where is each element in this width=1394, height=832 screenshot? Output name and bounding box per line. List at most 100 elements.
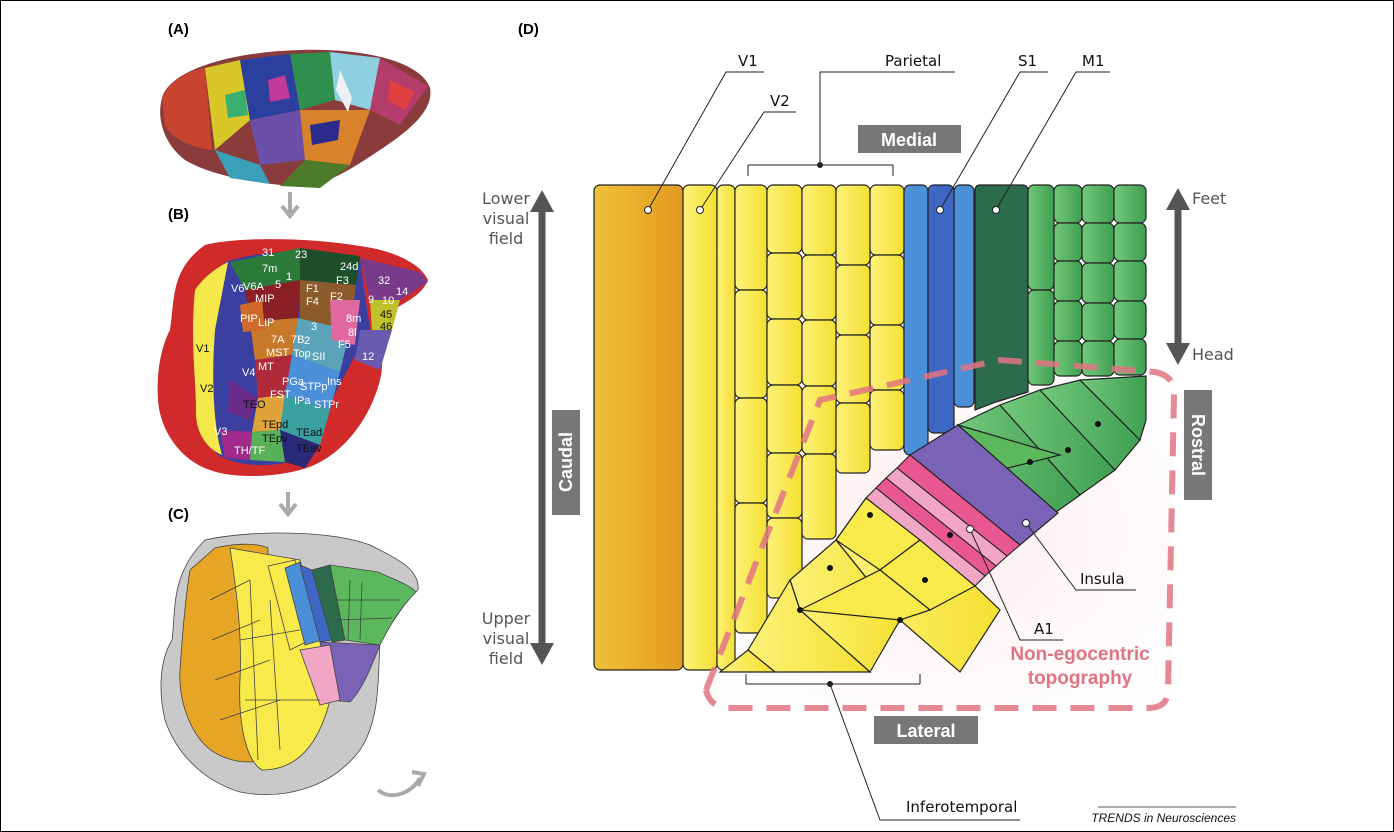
area-label: V6 bbox=[231, 283, 244, 295]
area-label: TEO bbox=[243, 399, 266, 411]
area-label: LIP bbox=[258, 317, 275, 329]
a1-stripes bbox=[865, 454, 1021, 587]
visual-field-arrow-down bbox=[530, 643, 554, 665]
area-label: 46 bbox=[380, 321, 392, 333]
inferotemporal-nodes bbox=[797, 421, 1101, 623]
area-label: 32 bbox=[378, 275, 390, 287]
callout-dots bbox=[644, 206, 1030, 533]
area-label: F2 bbox=[330, 291, 343, 303]
body-arrow-up bbox=[1166, 188, 1190, 210]
tag-lateral: Lateral bbox=[896, 721, 955, 741]
area-label: 2 bbox=[304, 335, 310, 347]
area-label: TEav bbox=[296, 443, 322, 455]
tag-lateral-bg bbox=[874, 716, 978, 744]
area-label: IPa bbox=[294, 395, 311, 407]
area-label: STPr bbox=[314, 399, 339, 411]
area-label: F1 bbox=[306, 283, 319, 295]
area-label: F5 bbox=[338, 339, 351, 351]
upper-visual-line1: Upper bbox=[482, 609, 531, 628]
area-label: 45 bbox=[380, 309, 392, 321]
label-insula: Insula bbox=[1080, 570, 1125, 588]
tag-rostral-bg bbox=[1184, 390, 1212, 500]
area-label: 23 bbox=[295, 249, 307, 261]
tag-rostral: Rostral bbox=[1188, 414, 1208, 476]
v1-strip bbox=[593, 184, 684, 671]
label-s1: S1 bbox=[1018, 52, 1037, 70]
label-m1: M1 bbox=[1082, 52, 1105, 70]
curved-arrow bbox=[376, 776, 422, 798]
arrow-a-to-b-head bbox=[280, 204, 300, 220]
tag-caudal: Caudal bbox=[556, 432, 576, 492]
premotor-grid bbox=[1027, 184, 1147, 386]
label-parietal: Parietal bbox=[885, 52, 941, 70]
area-label: 8m bbox=[346, 313, 361, 325]
tag-medial: Medial bbox=[881, 130, 937, 150]
area-label: V2 bbox=[200, 383, 213, 395]
tag-medial-bg bbox=[858, 125, 961, 153]
area-label: 7A bbox=[271, 334, 285, 346]
area-label: 8l bbox=[348, 327, 357, 339]
area-label: V4 bbox=[242, 367, 255, 379]
area-label: 14 bbox=[396, 286, 408, 298]
s1-strip-c bbox=[953, 184, 975, 408]
area-label: V6A bbox=[243, 281, 264, 293]
it-bracket-dot bbox=[827, 681, 833, 687]
area-label: V1 bbox=[196, 343, 209, 355]
m1-strip bbox=[974, 184, 1029, 411]
parietal-bracket-dot bbox=[817, 162, 823, 168]
area-label: 7B bbox=[291, 334, 304, 346]
curved-arrow-head bbox=[411, 770, 427, 787]
v2-strip bbox=[682, 184, 718, 671]
non-ego-line2: topography bbox=[1028, 668, 1133, 689]
s1-strip-a bbox=[903, 184, 929, 456]
area-label: PIP bbox=[240, 313, 258, 325]
area-label: 31 bbox=[262, 247, 274, 259]
area-label: Ins bbox=[327, 376, 342, 388]
area-label: SII bbox=[312, 351, 325, 363]
panel-label-c: (C) bbox=[168, 506, 189, 523]
label-v1: V1 bbox=[738, 52, 758, 70]
lower-visual-line1: Lower bbox=[482, 189, 530, 208]
non-egocentric-border bbox=[703, 356, 1178, 711]
area-label: Top bbox=[293, 348, 311, 360]
lower-visual-line3: field bbox=[489, 229, 524, 248]
upper-visual-line3: field bbox=[489, 649, 524, 668]
body-arrow-down bbox=[1166, 343, 1190, 365]
caption: TRENDS in Neurosciences bbox=[1091, 811, 1236, 825]
v3-strip bbox=[716, 184, 736, 671]
area-label: 24d bbox=[340, 261, 358, 273]
area-label: TEpv bbox=[262, 433, 288, 445]
area-label: TH/TF bbox=[234, 445, 265, 457]
visual-field-arrow-up bbox=[530, 190, 554, 212]
area-label: 10 bbox=[382, 295, 394, 307]
area-label: MST bbox=[266, 347, 290, 359]
area-label: FST bbox=[270, 389, 291, 401]
label-inferotemporal: Inferotemporal bbox=[906, 798, 1017, 816]
area-label: 3 bbox=[311, 321, 317, 333]
tag-caudal-bg bbox=[552, 410, 580, 515]
area-label: STPp bbox=[300, 381, 328, 393]
inflated-brain bbox=[160, 49, 431, 188]
label-feet: Feet bbox=[1192, 189, 1226, 208]
area-label: 1 bbox=[286, 271, 292, 283]
area-label: TEad bbox=[296, 427, 322, 439]
label-a1: A1 bbox=[1034, 620, 1054, 638]
lower-visual-line2: visual bbox=[483, 209, 530, 228]
colored-flatmap bbox=[157, 239, 428, 476]
area-label: F4 bbox=[306, 296, 319, 308]
area-label: F3 bbox=[336, 275, 349, 287]
label-head: Head bbox=[1192, 345, 1234, 364]
panel-label-d: (D) bbox=[518, 21, 539, 38]
upper-visual-line2: visual bbox=[483, 629, 530, 648]
arrow-b-to-c-head bbox=[278, 502, 298, 518]
area-label: 9 bbox=[368, 294, 374, 306]
panel-label-b: (B) bbox=[168, 206, 189, 223]
area-label: 7m bbox=[262, 263, 277, 275]
s1-strip-b bbox=[927, 184, 955, 434]
area-label: MT bbox=[258, 361, 274, 373]
area-label: V3 bbox=[214, 426, 227, 438]
label-v2: V2 bbox=[770, 92, 790, 110]
schematic-flatmap bbox=[160, 532, 419, 795]
inferotemporal-grid bbox=[718, 497, 1001, 673]
